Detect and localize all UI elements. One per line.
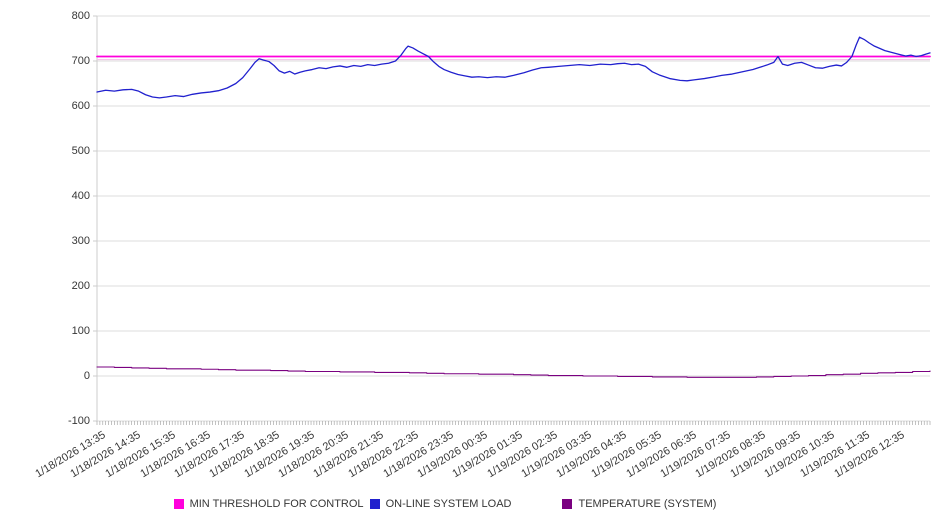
y-axis-label: 800 [71, 10, 90, 22]
y-axis-label: 500 [71, 145, 90, 157]
chart-legend: MIN THRESHOLD FOR CONTROL ON-LINE SYSTEM… [0, 498, 946, 510]
y-axis-label: 300 [71, 235, 90, 247]
legend-label-system-load: ON-LINE SYSTEM LOAD [385, 498, 512, 510]
legend-item-min-threshold[interactable]: MIN THRESHOLD FOR CONTROL [173, 498, 364, 510]
y-axis-label: -100 [67, 415, 90, 427]
temperature-line [96, 366, 931, 378]
system-load-line [96, 36, 931, 99]
legend-item-temperature[interactable]: TEMPERATURE (SYSTEM) [562, 498, 716, 510]
y-axis-label: 700 [71, 55, 90, 67]
y-axis-label: 200 [71, 280, 90, 292]
legend-item-system-load[interactable]: ON-LINE SYSTEM LOAD [369, 498, 512, 510]
legend-swatch-min-threshold-icon [173, 499, 184, 509]
legend-label-min-threshold: MIN THRESHOLD FOR CONTROL [189, 498, 364, 510]
y-axis-label: 100 [71, 325, 90, 337]
legend-swatch-system-load-icon [369, 499, 380, 509]
legend-swatch-temperature-icon [562, 499, 573, 509]
y-axis-label: 0 [83, 370, 90, 382]
legend-label-temperature: TEMPERATURE (SYSTEM) [578, 498, 717, 510]
y-axis-label: 600 [71, 100, 90, 112]
y-axis-label: 400 [71, 190, 90, 202]
